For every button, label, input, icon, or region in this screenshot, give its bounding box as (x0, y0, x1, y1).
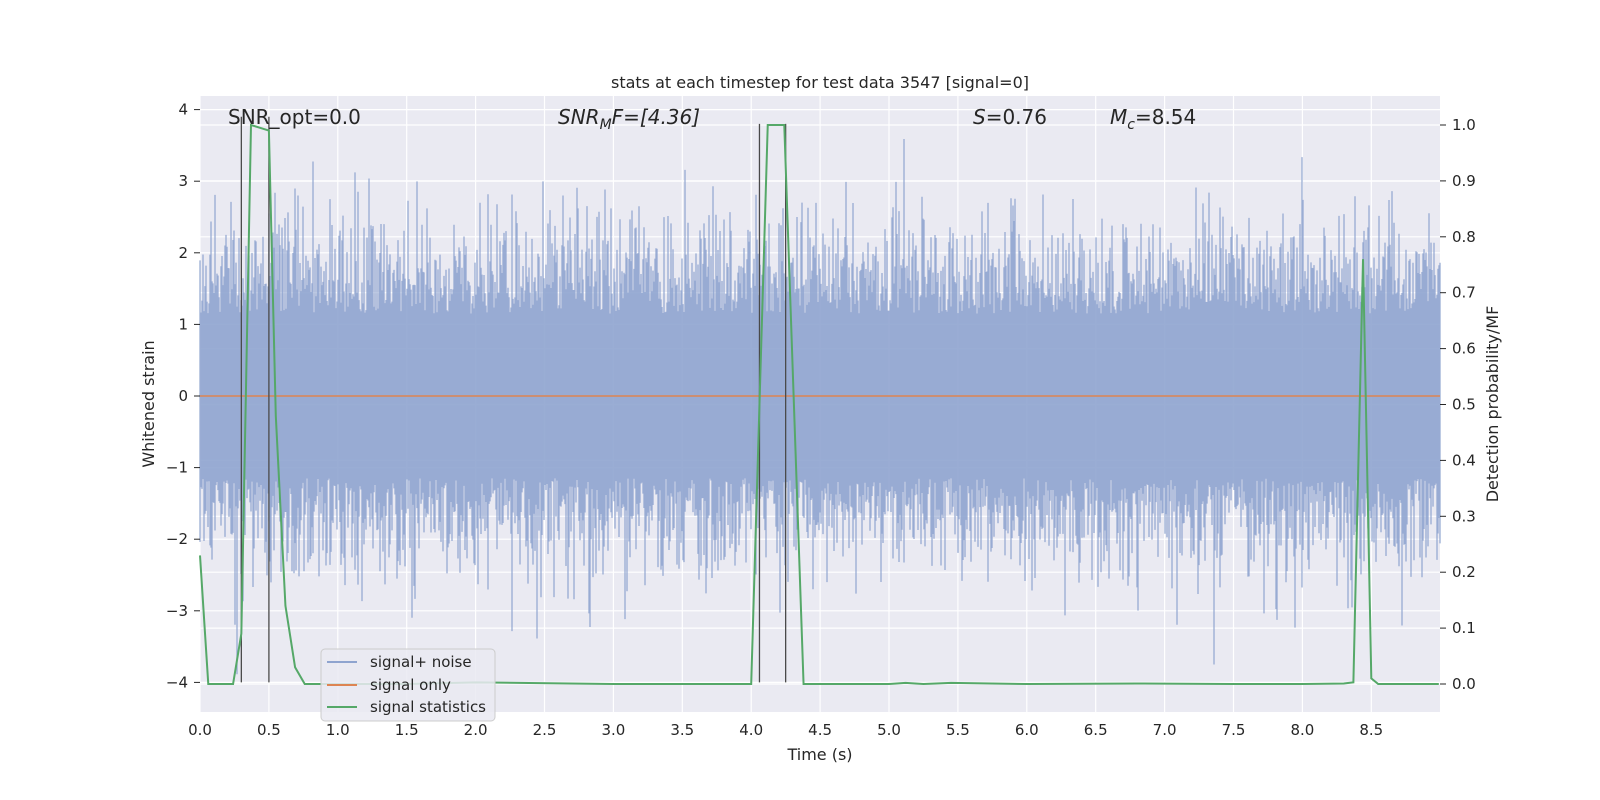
statistics-line (199, 123, 1439, 686)
y-axis-ticks: 4 3 2 1 0 −1 −2 −3 −4 (166, 101, 200, 691)
signal-statistics-series (199, 123, 1439, 686)
y2-axis-ticks: 1.0 0.9 0.8 0.7 0.6 0.5 0.4 0.3 0.2 0.1 0.0 (1440, 116, 1476, 693)
y2-tick-label-9: 0.1 (1452, 619, 1476, 637)
y-tick-label-0: 4 (178, 101, 188, 119)
y-tick-label-1: 3 (178, 172, 188, 190)
y2-tick-label-3: 0.7 (1452, 284, 1476, 302)
y2-tick-label-1: 0.9 (1452, 172, 1476, 190)
x-tick-label-16: 8.0 (1290, 721, 1314, 739)
legend: signal+ noise signal only signal statist… (320, 648, 496, 722)
y-tick-label-6: −2 (166, 530, 188, 548)
y-tick-label-5: −1 (166, 459, 188, 477)
x-tick-label-10: 5.0 (877, 721, 901, 739)
annotation-snr-mf: SNRMF=[4.36] (558, 105, 700, 133)
x-tick-label-1: 0.5 (257, 721, 281, 739)
legend-label-noise: signal+ noise (370, 653, 472, 671)
x-tick-label-3: 1.5 (395, 721, 419, 739)
x-tick-label-17: 8.5 (1359, 721, 1383, 739)
x-tick-label-15: 7.5 (1222, 721, 1246, 739)
legend-label-signal: signal only (370, 676, 451, 694)
x-tick-label-12: 6.0 (1015, 721, 1039, 739)
y-tick-label-2: 2 (178, 244, 188, 262)
y2-tick-label-10: 0.0 (1452, 675, 1476, 693)
x-tick-label-2: 1.0 (326, 721, 350, 739)
legend-label-statistics: signal statistics (370, 698, 486, 716)
x-tick-label-14: 7.0 (1153, 721, 1177, 739)
signal-noise-series (199, 139, 1441, 675)
x-axis-label: Time (s) (786, 745, 852, 764)
y2-tick-label-5: 0.5 (1452, 396, 1476, 414)
x-tick-label-9: 4.5 (808, 721, 832, 739)
y2-axis-label: Detection probability/MF (1483, 306, 1502, 503)
x-tick-label-5: 2.5 (533, 721, 557, 739)
x-tick-label-8: 4.0 (739, 721, 763, 739)
y2-tick-label-6: 0.4 (1452, 451, 1476, 469)
y-tick-label-4: 0 (178, 387, 188, 405)
chart-title: stats at each timestep for test data 354… (611, 73, 1029, 92)
annotation-mc: Mc=8.54 (1110, 105, 1196, 133)
y-tick-label-7: −3 (166, 602, 188, 620)
x-axis-ticks: 0.0 0.5 1.0 1.5 2.0 2.5 3.0 3.5 4.0 4.5 5.0 5.5 6.0 6… (188, 721, 1383, 739)
y2-tick-label-7: 0.3 (1452, 507, 1476, 525)
y2-tick-label-2: 0.8 (1452, 228, 1476, 246)
y2-tick-label-4: 0.6 (1452, 340, 1476, 358)
y2-tick-label-0: 1.0 (1452, 116, 1476, 134)
y2-tick-label-8: 0.2 (1452, 563, 1476, 581)
annotation-s: S=0.76 (973, 105, 1047, 129)
x-tick-label-11: 5.5 (946, 721, 970, 739)
y-tick-label-8: −4 (166, 673, 188, 691)
x-tick-label-13: 6.5 (1084, 721, 1108, 739)
y-tick-label-3: 1 (178, 315, 188, 333)
y-axis-label: Whitened strain (139, 340, 158, 467)
legend-box (320, 648, 496, 722)
x-tick-label-4: 2.0 (464, 721, 488, 739)
x-tick-label-6: 3.0 (601, 721, 625, 739)
x-tick-label-7: 3.5 (670, 721, 694, 739)
x-tick-label-0: 0.0 (188, 721, 212, 739)
noise-trace (199, 139, 1441, 675)
annotation-snr-opt: SNR_opt=0.0 (228, 105, 361, 129)
